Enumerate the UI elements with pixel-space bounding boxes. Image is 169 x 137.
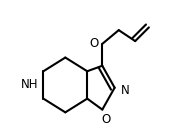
Text: O: O — [89, 37, 99, 50]
Text: N: N — [121, 84, 130, 97]
Text: O: O — [102, 113, 111, 126]
Text: NH: NH — [21, 79, 39, 91]
